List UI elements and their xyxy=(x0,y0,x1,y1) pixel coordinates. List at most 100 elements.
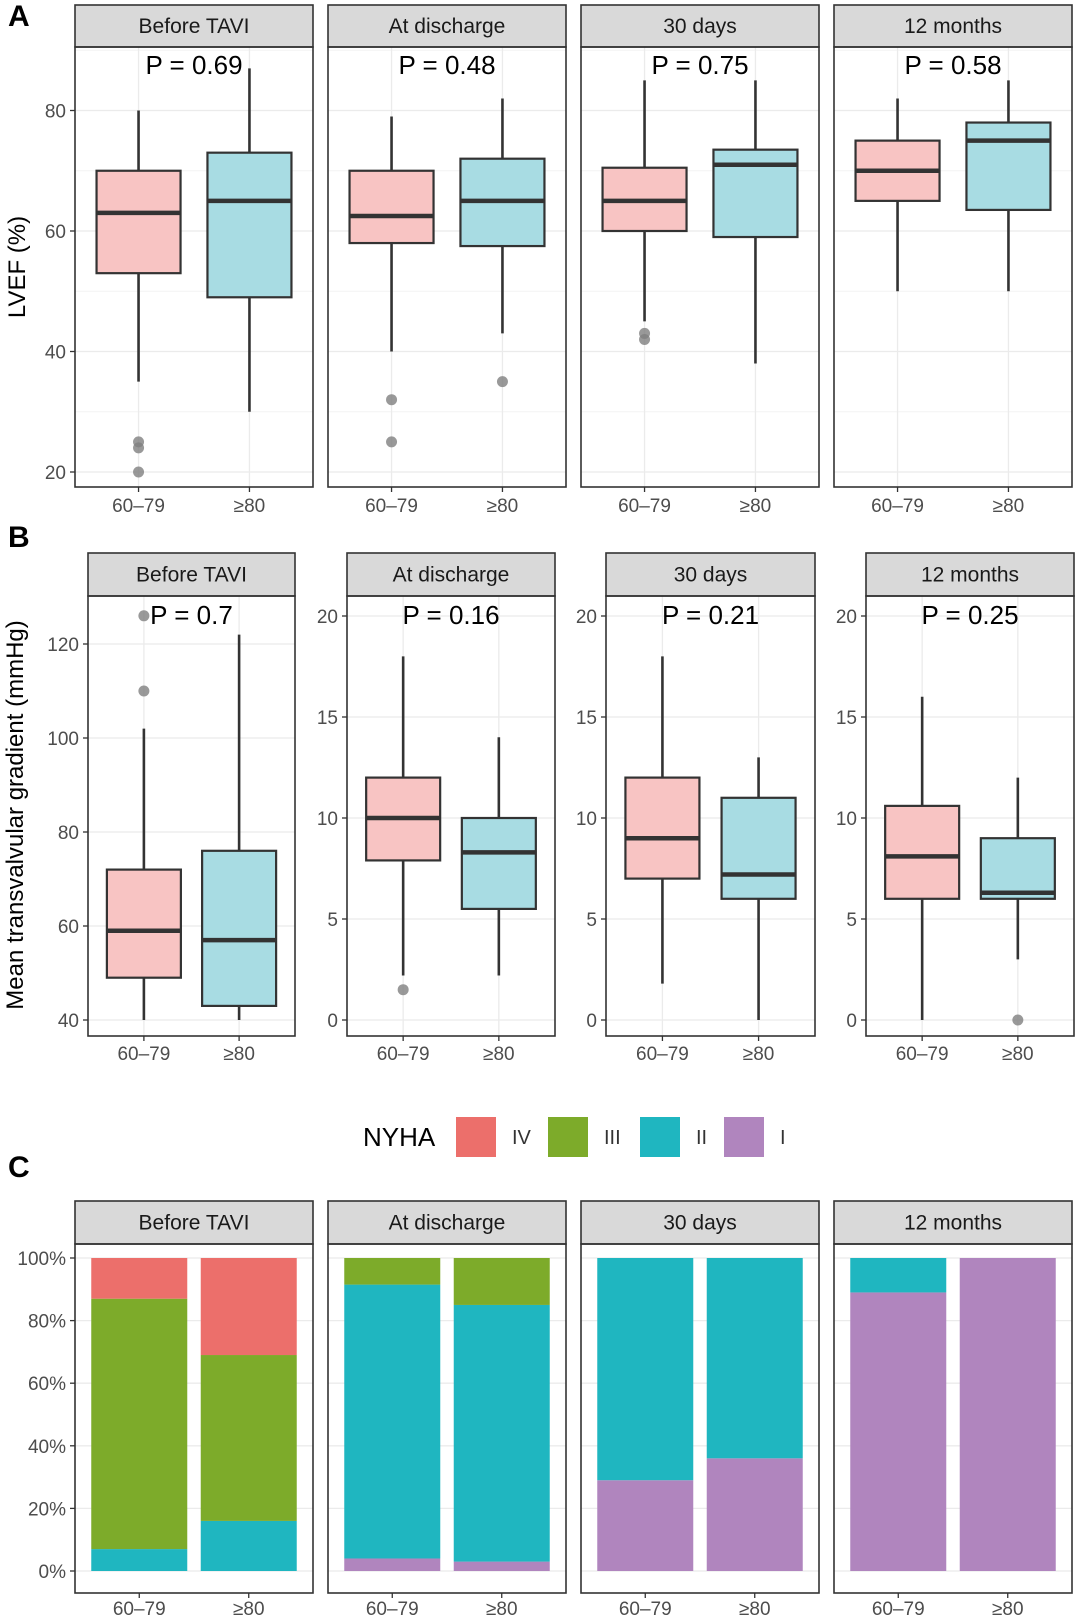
bar-segment-nyha-iv xyxy=(91,1258,188,1299)
x-tick-label: ≥80 xyxy=(233,1599,265,1620)
panel-border xyxy=(327,1243,567,1594)
y-tick-label: 100% xyxy=(17,1249,66,1270)
y-tick-label: 20 xyxy=(45,463,66,484)
box-80-plus xyxy=(979,837,1056,900)
legend-swatch-i xyxy=(724,1117,764,1157)
x-tick-label: 60–79 xyxy=(113,1599,166,1620)
y-tick-label: 10 xyxy=(836,809,857,830)
x-tick-label: ≥80 xyxy=(993,496,1025,517)
box-60-79 xyxy=(624,776,701,880)
panel-border xyxy=(74,1243,314,1594)
y-tick-label: 80 xyxy=(58,823,79,844)
panel-border xyxy=(605,595,816,1037)
p-value-label: P = 0.58 xyxy=(904,50,1001,80)
panel-letter-c: C xyxy=(8,1151,30,1184)
y-tick-label: 120 xyxy=(47,635,79,656)
box-60-79 xyxy=(348,169,435,245)
outlier-point xyxy=(133,466,145,478)
y-tick-label: 80 xyxy=(45,102,66,123)
legend-label: III xyxy=(604,1127,621,1149)
x-tick-label: 60–79 xyxy=(896,1044,949,1065)
p-value-label: P = 0.75 xyxy=(651,50,748,80)
bar-segment-nyha-i xyxy=(706,1458,803,1571)
outlier-point xyxy=(138,610,150,622)
p-value-label: P = 0.69 xyxy=(145,50,242,80)
bar-segment-nyha-iv xyxy=(200,1258,297,1356)
y-tick-label: 0 xyxy=(327,1011,338,1032)
facet-strip xyxy=(74,1200,314,1245)
facet-strip-label: Before TAVI xyxy=(139,1212,250,1235)
outlier-point xyxy=(397,984,409,996)
y-tick-label: 15 xyxy=(576,708,597,729)
outlier-point xyxy=(138,685,150,697)
facet-strip xyxy=(327,1200,567,1245)
x-tick-label: ≥80 xyxy=(992,1599,1024,1620)
x-tick-label: 60–79 xyxy=(636,1044,689,1065)
box-80-plus xyxy=(720,796,797,900)
x-tick-label: ≥80 xyxy=(743,1044,775,1065)
box-80-plus xyxy=(206,151,293,299)
panel-border xyxy=(580,1243,820,1594)
box-60-79 xyxy=(105,868,182,979)
facet-strip xyxy=(327,4,567,48)
x-tick-label: ≥80 xyxy=(223,1044,255,1065)
y-tick-label: 40 xyxy=(58,1011,79,1032)
y-tick-label: 20 xyxy=(317,607,338,628)
facet-strip-label: 12 months xyxy=(904,1212,1002,1235)
box-60-79 xyxy=(95,169,182,275)
x-tick-label: 60–79 xyxy=(872,1599,925,1620)
x-tick-label: 60–79 xyxy=(366,1599,419,1620)
facet-strip xyxy=(865,552,1075,597)
bar-segment-nyha-ii xyxy=(453,1304,550,1562)
box-80-plus xyxy=(965,121,1052,212)
facet-strip-label: At discharge xyxy=(393,564,510,587)
legend-title: NYHA xyxy=(363,1122,436,1152)
panel-border xyxy=(580,46,820,488)
y-tick-label: 60% xyxy=(28,1374,66,1395)
y-tick-label: 10 xyxy=(576,809,597,830)
y-tick-label: 40% xyxy=(28,1437,66,1458)
x-tick-label: ≥80 xyxy=(739,1599,771,1620)
x-tick-label: 60–79 xyxy=(871,496,924,517)
panel-border xyxy=(327,46,567,488)
y-tick-label: 0 xyxy=(586,1011,597,1032)
y-tick-label: 20 xyxy=(576,607,597,628)
bar-segment-nyha-i xyxy=(959,1258,1056,1571)
facet-strip-label: At discharge xyxy=(389,1212,506,1235)
facet-strip xyxy=(833,1200,1073,1245)
bar-segment-nyha-ii xyxy=(344,1284,441,1559)
panel-border xyxy=(74,46,314,488)
facet-strip xyxy=(833,4,1073,48)
legend-swatch-ii xyxy=(640,1117,680,1157)
y-tick-label: 100 xyxy=(47,729,79,750)
y-tick-label: 60 xyxy=(45,222,66,243)
box-60-79 xyxy=(884,804,961,900)
y-tick-label: 10 xyxy=(317,809,338,830)
outlier-point xyxy=(496,376,508,388)
x-tick-label: 60–79 xyxy=(619,1599,672,1620)
p-value-label: P = 0.21 xyxy=(662,600,759,630)
facet-strip-label: At discharge xyxy=(389,15,506,38)
facet-strip-label: 30 days xyxy=(663,1212,737,1235)
bar-segment-nyha-i xyxy=(344,1558,441,1571)
y-axis-label: LVEF (%) xyxy=(4,216,31,318)
bar-segment-nyha-ii xyxy=(91,1549,188,1571)
p-value-label: P = 0.7 xyxy=(150,600,233,630)
panel-border xyxy=(833,46,1073,488)
panel-border xyxy=(833,1243,1073,1594)
x-tick-label: ≥80 xyxy=(487,496,519,517)
legend-label: IV xyxy=(512,1127,532,1149)
facet-strip-label: Before TAVI xyxy=(136,564,247,587)
y-tick-label: 20 xyxy=(836,607,857,628)
facet-strip xyxy=(74,4,314,48)
outlier-point xyxy=(386,436,398,448)
x-tick-label: ≥80 xyxy=(483,1044,515,1065)
y-tick-label: 15 xyxy=(836,708,857,729)
bar-segment-nyha-ii xyxy=(850,1258,947,1293)
facet-strip xyxy=(87,552,296,597)
outlier-point xyxy=(133,442,145,454)
outlier-point xyxy=(1012,1014,1024,1026)
x-tick-label: 60–79 xyxy=(117,1044,170,1065)
box-80-plus xyxy=(201,849,278,1007)
panel-letter-a: A xyxy=(8,0,30,33)
